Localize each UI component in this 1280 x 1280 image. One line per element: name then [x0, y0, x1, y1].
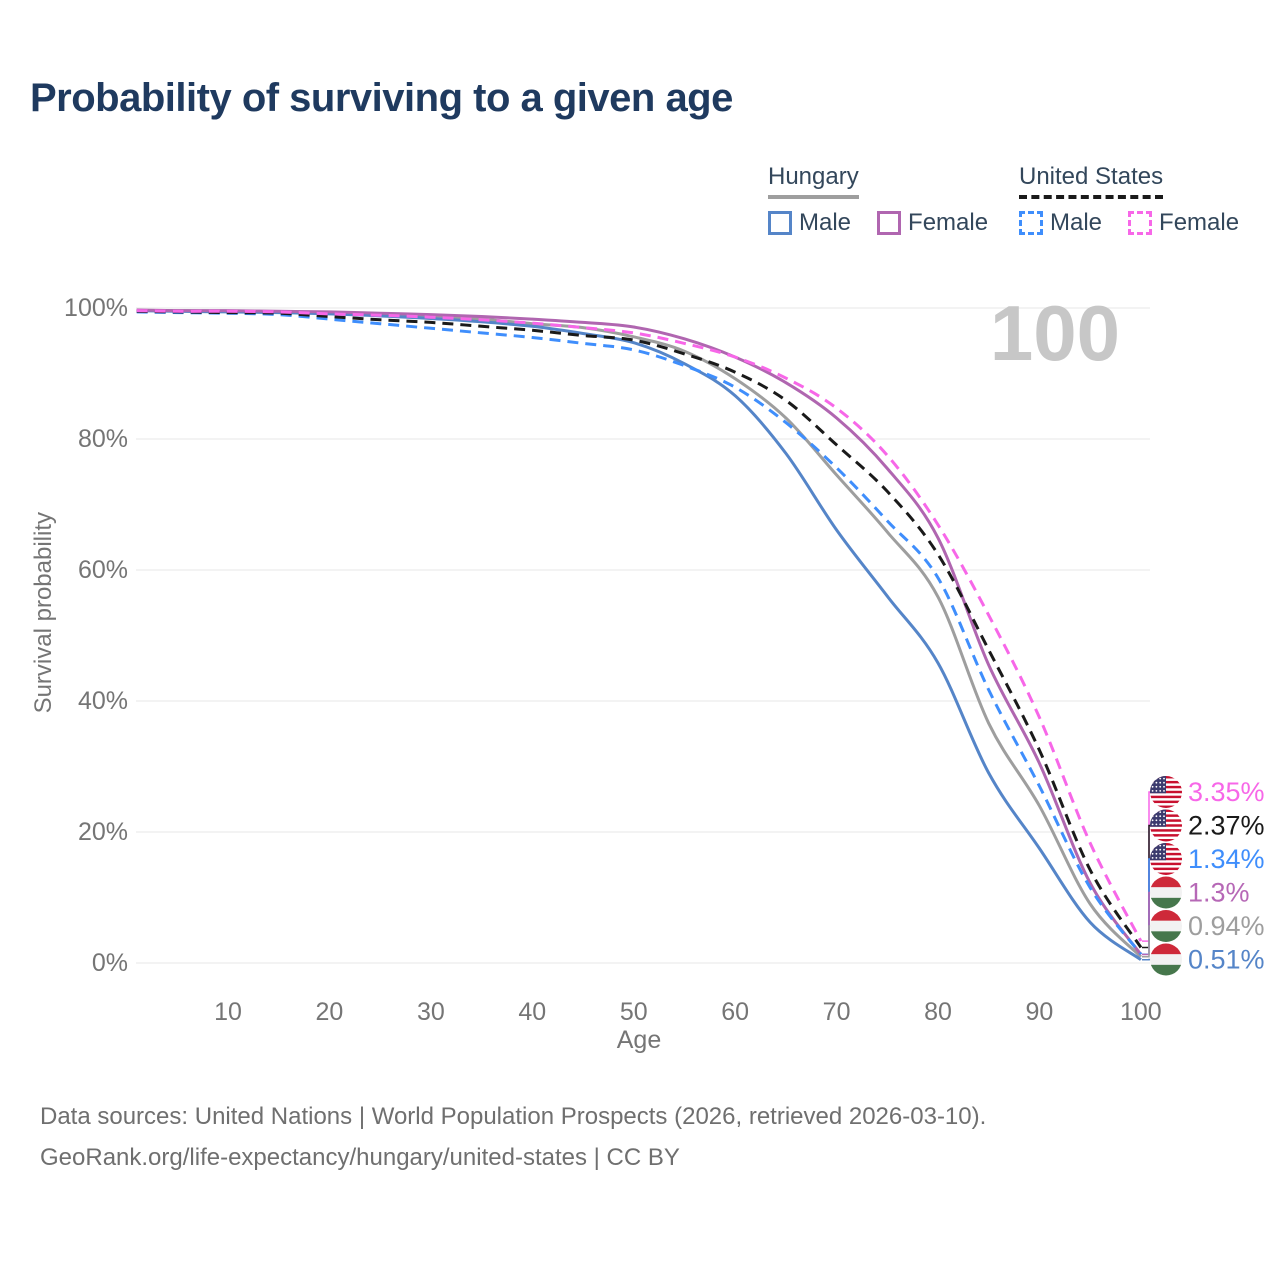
x-tick-label: 30 — [417, 998, 445, 1026]
flag-us-icon — [1150, 776, 1182, 808]
attribution-line: GeoRank.org/life-expectancy/hungary/unit… — [40, 1144, 680, 1172]
end-label-value: 0.51% — [1188, 945, 1265, 975]
legend-header-united-states[interactable]: United States — [1019, 163, 1164, 199]
legend-item-hungary-male[interactable]: Male — [768, 209, 851, 237]
legend-item-label: Female — [1159, 209, 1240, 236]
end-label-value: 3.35% — [1188, 777, 1265, 807]
x-tick-label: 10 — [214, 998, 242, 1026]
y-tick-label: 80% — [78, 425, 128, 453]
series-line-united-states-female[interactable] — [136, 309, 1143, 942]
flag-us-icon — [1150, 809, 1182, 842]
x-tick-label: 20 — [316, 998, 344, 1026]
flag-hu-icon — [1150, 943, 1182, 976]
y-tick-label: 100% — [64, 294, 128, 322]
y-tick-label: 20% — [78, 818, 128, 846]
x-tick-label: 40 — [518, 998, 546, 1026]
legend-item-label: Female — [908, 209, 989, 236]
x-tick-label: 90 — [1026, 998, 1054, 1026]
survival-chart[interactable]: 0% 20% 40% 60% 80% 100% 10 20 30 40 50 60 70 80 90 100 3… — [0, 0, 1280, 1080]
series-line-hungary-male[interactable] — [136, 309, 1142, 961]
series-line-hungary-both[interactable] — [136, 309, 1142, 958]
end-label-value: 2.37% — [1188, 811, 1265, 841]
y-tick-label: 40% — [78, 687, 128, 715]
footer: Data sources: United Nations | World Pop… — [40, 1096, 986, 1179]
x-axis-title: Age — [616, 1026, 662, 1054]
x-tick-label: 100 — [1120, 998, 1162, 1026]
hovered-age-watermark: 100 — [989, 289, 1120, 377]
legend-header-hungary[interactable]: Hungary — [768, 163, 859, 199]
series-line-united-states-male[interactable] — [136, 310, 1143, 956]
legend-item-label: Male — [1050, 209, 1103, 236]
legend-group-hungary: Hungary Male Female — [768, 163, 988, 237]
x-tick-label: 60 — [721, 998, 749, 1026]
end-label-value: 0.94% — [1188, 911, 1265, 941]
legend-item-hungary-female[interactable]: Female — [877, 209, 988, 237]
legend-item-us-male[interactable]: Male — [1019, 209, 1102, 237]
flag-us-icon — [1150, 843, 1182, 875]
us-female-line-swatch-icon — [1128, 211, 1153, 235]
y-tick-label: 60% — [78, 556, 128, 584]
hungary-male-line-swatch-icon — [768, 211, 792, 235]
data-sources-line: Data sources: United Nations | World Pop… — [40, 1103, 987, 1130]
flag-hu-icon — [1150, 876, 1182, 909]
end-label-value: 1.3% — [1188, 878, 1250, 908]
legend-item-label: Male — [799, 209, 852, 236]
series-line-united-states-both[interactable] — [136, 309, 1143, 949]
legend-item-us-female[interactable]: Female — [1128, 209, 1239, 237]
x-tick-label: 80 — [924, 998, 952, 1026]
page-title: Probability of surviving to a given age — [30, 76, 733, 120]
y-tick-label: 0% — [92, 949, 128, 977]
flag-hu-icon — [1150, 910, 1182, 942]
end-label-value: 1.34% — [1188, 844, 1265, 874]
hungary-female-line-swatch-icon — [877, 211, 902, 235]
legend-group-united-states: United States Male Female — [1019, 163, 1239, 237]
us-male-line-swatch-icon — [1019, 211, 1043, 235]
x-tick-label: 50 — [620, 998, 648, 1026]
x-tick-label: 70 — [823, 998, 851, 1026]
y-axis-title: Survival probability — [30, 512, 57, 714]
series-line-hungary-female[interactable] — [136, 308, 1143, 956]
